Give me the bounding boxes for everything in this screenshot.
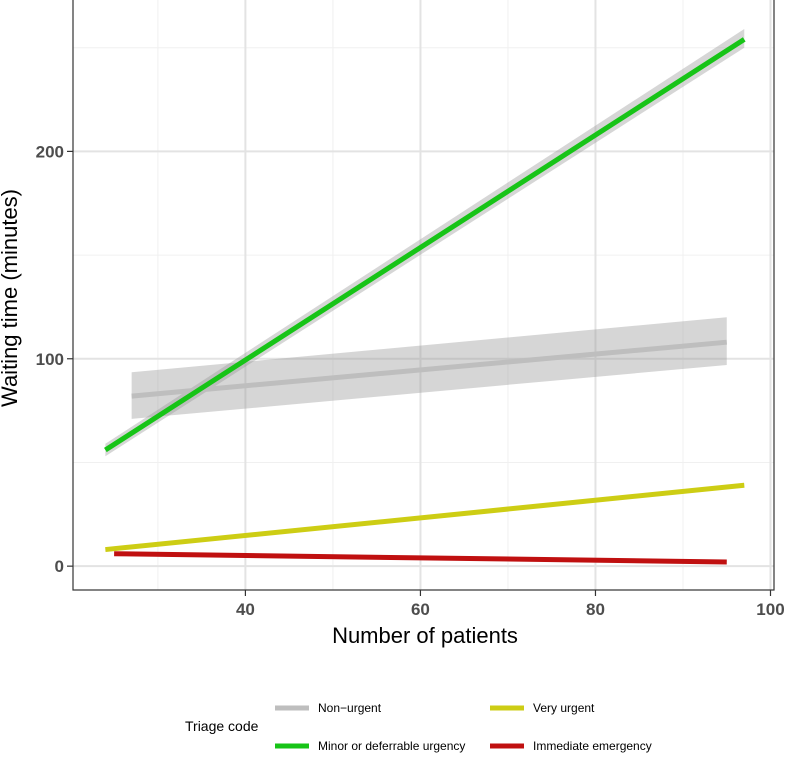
axis-ticks: 40 60 80 100 0 100 200: [36, 142, 785, 619]
plot-panel-border: [72, 0, 775, 591]
x-tick-label: 60: [411, 600, 430, 619]
legend-label: Immediate emergency: [533, 739, 652, 753]
x-tick-label: 100: [756, 600, 784, 619]
legend-label: Non−urgent: [318, 701, 382, 715]
x-axis-title: Number of patients: [332, 623, 518, 648]
series-line: [114, 551, 727, 565]
x-tick-label: 80: [586, 600, 605, 619]
legend-label: Very urgent: [533, 701, 595, 715]
x-tick-label: 40: [236, 600, 255, 619]
y-tick-label: 200: [36, 142, 64, 161]
y-tick-label: 0: [55, 557, 64, 576]
series-line: [104, 37, 746, 453]
y-axis-title: Waiting time (minutes): [0, 189, 22, 407]
legend: Triage code Non−urgent Minor or deferrabl…: [185, 701, 652, 753]
y-tick-label: 100: [36, 350, 64, 369]
series-line: [131, 339, 727, 399]
major-gridlines: [73, 0, 774, 590]
legend-title: Triage code: [185, 718, 259, 734]
series-line: [105, 482, 745, 553]
minor-gridlines: [73, 0, 774, 590]
series-lines: [104, 37, 746, 565]
legend-label: Minor or deferrable urgency: [318, 739, 465, 753]
